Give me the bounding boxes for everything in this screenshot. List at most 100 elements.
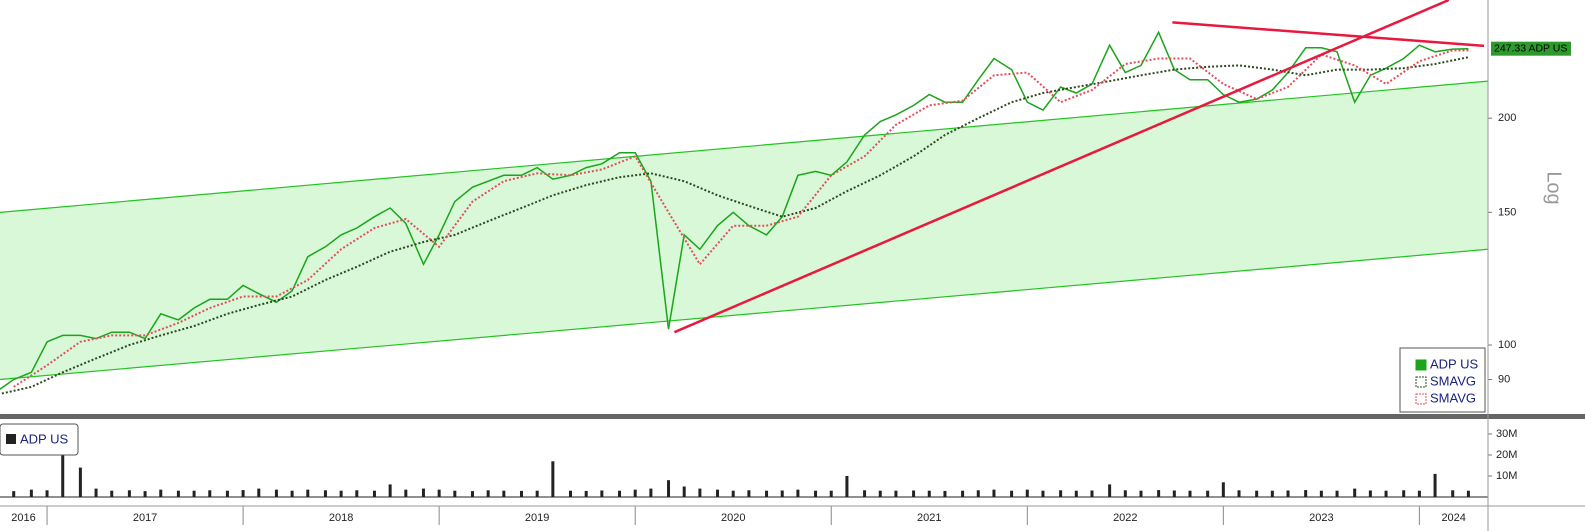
volume-bar [388,484,392,497]
volume-bar [1172,490,1176,497]
x-tick-label: 2021 [917,512,941,524]
volume-bar [61,431,65,497]
volume-bar [45,490,49,497]
legend-swatch [6,434,16,444]
volume-bar [1123,490,1127,497]
legend-swatch [1415,393,1427,405]
volume-bar [894,490,898,497]
legend-label: SMAVG [1430,390,1476,405]
volume-bar [1353,488,1357,497]
volume-bar [1108,484,1112,497]
price-legend: ADP US SMAVG SMAVG [1399,347,1486,413]
volume-bar [1368,490,1372,497]
volume-bar [1157,490,1161,497]
volume-bar [143,491,147,497]
volume-bar [1090,490,1094,497]
volume-bar [323,490,327,497]
volume-bar [1188,490,1192,497]
volume-bar [1255,490,1259,497]
trend-line [1172,21,1485,48]
volume-bar [863,490,867,497]
volume-bar [912,490,916,497]
legend-box [0,423,79,456]
volume-bar [519,490,523,497]
volume-bar [176,490,180,497]
y-tick-label: 30M [1496,428,1517,440]
volume-bar [78,467,82,497]
y-tick-label: 150 [1498,206,1516,218]
volume-bar [225,490,229,497]
volume-bar [1059,490,1063,497]
panel-divider [0,414,1585,419]
x-tick-label: 2023 [1309,512,1333,524]
volume-bar [682,486,686,497]
volume-bar [1221,482,1225,497]
legend-label: ADP US [1430,356,1478,371]
volume-bar [584,490,588,497]
y-tick-label: 20M [1496,449,1517,461]
volume-bar [1025,489,1029,497]
volume-bar [437,489,441,497]
volume-bar [29,489,33,497]
volume-bar [796,489,800,497]
volume-bar [1451,490,1455,497]
volume-bar [94,488,98,497]
volume-bar [502,490,506,497]
price-panel: 90 100 150 200 247.33 ADP US [0,0,1571,395]
y-tick-label: 90 [1498,373,1510,385]
volume-bar [372,490,376,497]
volume-bar [976,490,980,497]
volume-panel: 10M 20M 30M 2016 2017 2018 2019 2020 2021 2022 202… [0,428,1517,525]
price-line [0,56,1469,395]
channel-line [0,248,1489,381]
legend-swatch [1415,376,1427,388]
volume-bar [1270,490,1274,497]
volume-bar [404,489,408,497]
volume-bar [306,489,310,497]
volume-bar [747,490,751,497]
volume-bar [845,475,849,497]
legend-box [1399,347,1486,413]
x-tick-label: 2024 [1441,512,1465,524]
price-line [13,49,1469,388]
x-tick-label: 2022 [1113,512,1137,524]
volume-bar [1010,490,1014,497]
scale-label: Log [1543,171,1565,204]
volume-bar [878,490,882,497]
volume-bar [12,491,16,497]
volume-bar [618,490,622,497]
volume-bar [1304,490,1308,497]
channel-line [0,80,1489,213]
x-tick-label: 2019 [525,512,549,524]
volume-bar [943,490,947,497]
volume-bar [1402,490,1406,497]
volume-bar [453,490,457,497]
x-tick-label: 2017 [133,512,157,524]
volume-bar [551,461,555,497]
volume-bar [1433,473,1437,497]
volume-bar [829,490,833,497]
volume-bar [290,490,294,497]
volume-bar [600,490,604,497]
volume-bar [927,490,931,497]
volume-bar [780,490,784,497]
volume-bar [731,490,735,497]
volume-bar [1041,490,1045,497]
volume-bar [339,490,343,497]
volume-bar [486,490,490,497]
legend-label: ADP US [20,431,68,446]
volume-bar [1139,490,1143,497]
legend-label: SMAVG [1430,373,1476,388]
volume-bar [992,489,996,497]
volume-bar [649,488,653,497]
volume-bar [535,490,539,497]
x-tick-label: 2016 [11,512,35,524]
volume-bar [698,488,702,497]
volume-bar [1074,490,1078,497]
volume-bar [110,490,114,497]
volume-bar [765,490,769,497]
volume-bar [814,490,818,497]
volume-bar [470,491,474,497]
volume-bar [192,490,196,497]
